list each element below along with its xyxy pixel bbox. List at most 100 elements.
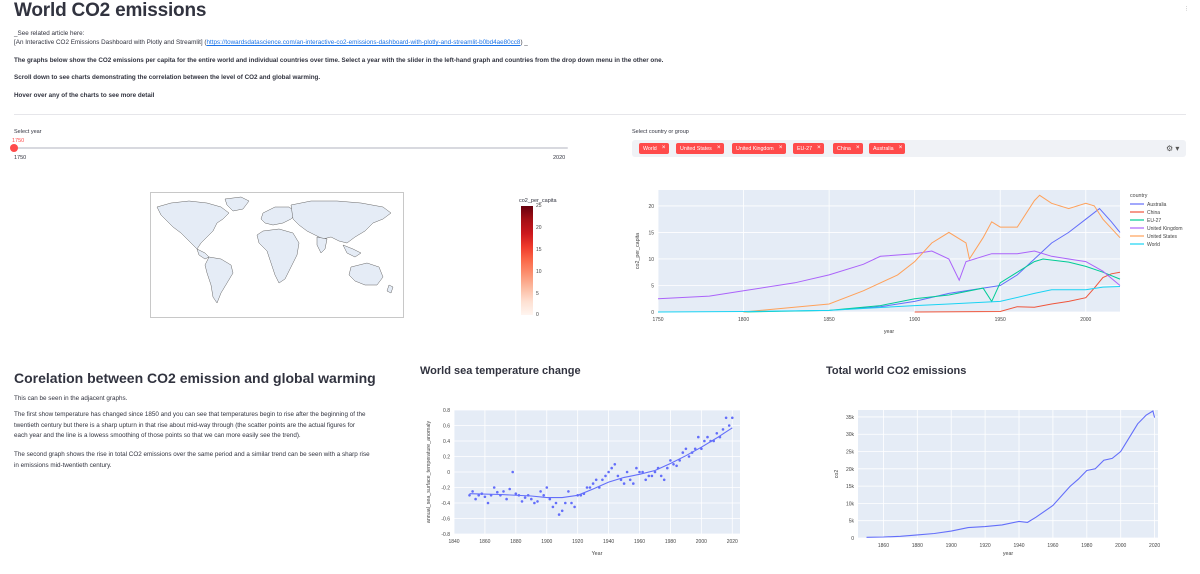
scatter-point[interactable] (573, 505, 576, 509)
scatter-point[interactable] (548, 497, 552, 501)
series-line-eu-27[interactable] (743, 258, 1121, 313)
scatter-point[interactable] (564, 501, 567, 505)
settings-icon[interactable]: ⚙ ▾ (1166, 144, 1180, 153)
remove-chip-icon[interactable]: × (661, 144, 666, 152)
remove-chip-icon[interactable]: × (778, 144, 783, 152)
scatter-point[interactable] (703, 439, 706, 443)
remove-chip-icon[interactable]: × (716, 144, 721, 152)
sea-temp-chart[interactable]: 1840 1860 1880 1900 1920 1940 1960 1980 2000 2020… (418, 400, 748, 560)
scatter-point[interactable] (628, 478, 632, 482)
menu-icon[interactable]: ⋮ (1184, 6, 1189, 12)
scatter-point[interactable] (675, 464, 678, 468)
scatter-point[interactable] (644, 478, 647, 482)
article-link[interactable]: https://towardsdatascience.com/an-intera… (206, 39, 521, 46)
scatter-point[interactable] (632, 482, 635, 485)
scatter-point[interactable] (641, 470, 644, 474)
scatter-point[interactable] (604, 474, 607, 478)
scatter-point[interactable] (613, 463, 617, 466)
legend-item[interactable]: Australia (1147, 202, 1167, 208)
scatter-point[interactable] (570, 501, 573, 505)
legend-item[interactable]: World (1147, 242, 1160, 248)
scatter-point[interactable] (514, 492, 518, 495)
co2-total-line[interactable] (866, 410, 1156, 538)
scatter-point[interactable] (496, 490, 499, 494)
scatter-point[interactable] (693, 447, 697, 451)
scatter-point[interactable] (601, 478, 604, 482)
series-line-china[interactable] (914, 271, 1121, 313)
scatter-point[interactable] (471, 490, 474, 493)
chip-united-kingdom[interactable]: United Kingdom × (732, 143, 786, 154)
series-line-world[interactable] (657, 286, 1121, 313)
scatter-point[interactable] (684, 447, 688, 451)
chip-china[interactable]: China × (833, 143, 863, 154)
scatter-point[interactable] (616, 474, 620, 478)
scatter-point[interactable] (539, 490, 542, 493)
scatter-point[interactable] (724, 416, 728, 420)
trend-line[interactable] (469, 427, 733, 499)
scatter-point[interactable] (511, 470, 514, 474)
scatter-point[interactable] (622, 482, 626, 485)
scatter-point[interactable] (560, 509, 564, 513)
scatter-point[interactable] (477, 494, 480, 497)
scatter-point[interactable] (715, 432, 719, 435)
scatter-point[interactable] (523, 496, 527, 499)
scatter-point[interactable] (672, 463, 675, 466)
scatter-point[interactable] (721, 428, 725, 431)
legend-item[interactable]: EU-27 (1147, 218, 1161, 224)
scatter-point[interactable] (483, 495, 487, 499)
chip-eu-27[interactable]: EU-27 × (793, 143, 824, 154)
legend-item[interactable]: United Kingdom (1147, 226, 1183, 232)
scatter-point[interactable] (607, 470, 610, 474)
year-slider-thumb[interactable] (10, 144, 18, 152)
scatter-point[interactable] (474, 497, 477, 501)
scatter-point[interactable] (533, 501, 536, 505)
scatter-point[interactable] (727, 424, 731, 427)
year-slider-track[interactable] (14, 147, 568, 149)
scatter-point[interactable] (505, 497, 508, 501)
scatter-point[interactable] (588, 486, 592, 489)
co2-per-capita-chart[interactable]: 1750 1800 1850 1900 1950 2000 0 5 10 15 20 year co… (630, 186, 1190, 338)
scatter-point[interactable] (625, 470, 629, 474)
scatter-point[interactable] (653, 470, 657, 474)
remove-chip-icon[interactable]: × (898, 144, 903, 152)
scatter-point[interactable] (585, 486, 589, 489)
scatter-point[interactable] (647, 474, 651, 478)
remove-chip-icon[interactable]: × (855, 144, 860, 152)
series-line-united-kingdom[interactable] (657, 250, 1121, 300)
scatter-point[interactable] (650, 474, 654, 478)
scatter-point[interactable] (697, 435, 700, 439)
scatter-point[interactable] (619, 478, 623, 482)
scatter-point[interactable] (486, 501, 490, 505)
legend-item[interactable]: United States (1147, 234, 1178, 240)
scatter-point[interactable] (731, 416, 734, 420)
scatter-point[interactable] (551, 505, 555, 509)
chip-world[interactable]: World × (639, 143, 669, 154)
total-co2-chart[interactable]: 1860 1880 1900 1920 1940 1960 1980 2000 2020 35k 3… (828, 400, 1168, 560)
scatter-point[interactable] (542, 494, 545, 497)
scatter-point[interactable] (502, 490, 505, 493)
chip-united-states[interactable]: United States × (676, 143, 724, 154)
scatter-point[interactable] (687, 455, 691, 458)
scatter-point[interactable] (662, 478, 666, 482)
series-line-united-states[interactable] (743, 194, 1121, 313)
scatter-point[interactable] (635, 466, 638, 470)
scatter-point[interactable] (669, 459, 672, 462)
scatter-point[interactable] (610, 466, 613, 470)
scatter-point[interactable] (706, 435, 709, 439)
scatter-point[interactable] (681, 451, 685, 454)
scatter-point[interactable] (567, 490, 570, 493)
scatter-point[interactable] (508, 487, 511, 491)
scatter-point[interactable] (638, 470, 641, 474)
legend-item[interactable]: China (1147, 210, 1160, 216)
scatter-point[interactable] (530, 497, 533, 501)
scatter-point[interactable] (468, 494, 471, 497)
scatter-point[interactable] (554, 501, 558, 505)
scatter-point[interactable] (594, 478, 598, 482)
scatter-point[interactable] (536, 500, 539, 503)
scatter-point[interactable] (591, 482, 595, 485)
scatter-point[interactable] (659, 474, 663, 478)
scatter-point[interactable] (492, 486, 496, 489)
scatter-point[interactable] (557, 513, 561, 516)
scatter-point[interactable] (545, 486, 549, 489)
world-map[interactable] (150, 192, 404, 318)
